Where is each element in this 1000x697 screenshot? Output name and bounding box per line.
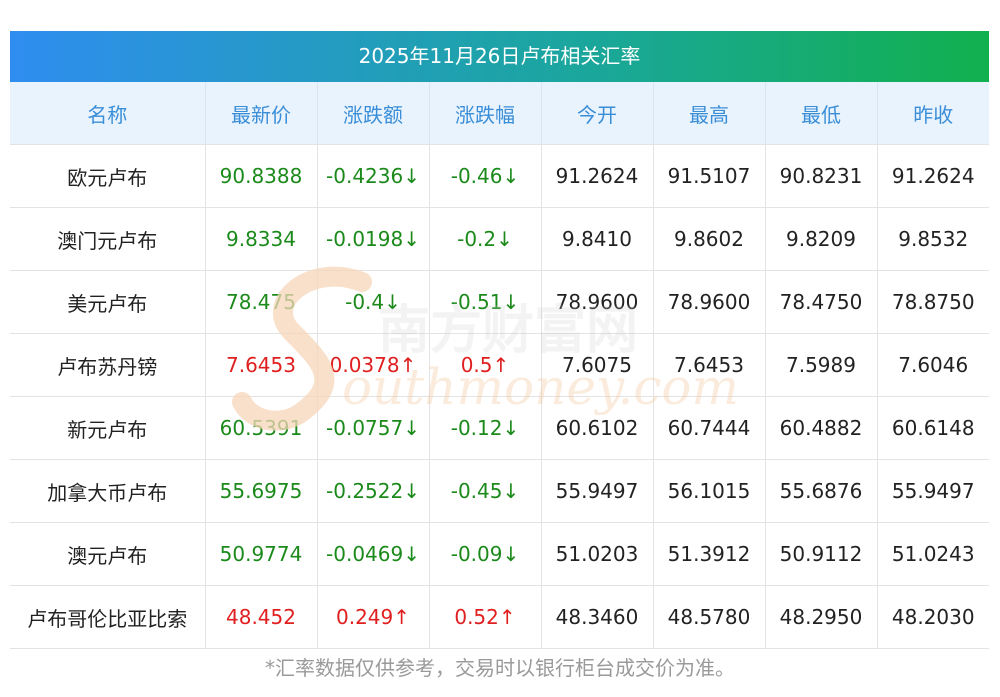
high-price: 48.5780 <box>653 585 766 649</box>
table-row: 美元卢布 78.475 -0.4↓ -0.51↓ 78.9600 78.9600 78.47… <box>10 270 989 334</box>
prev-close: 91.2624 <box>877 144 989 208</box>
change-amount: -0.4236↓ <box>317 144 430 208</box>
change-amount: -0.0757↓ <box>317 396 430 460</box>
table-title: 2025年11月26日卢布相关汇率 <box>10 31 989 82</box>
change-percent: -0.2↓ <box>429 207 542 271</box>
low-price: 9.8209 <box>765 207 878 271</box>
table-row: 卢布苏丹镑 7.6453 0.0378↑ 0.5↑ 7.6075 7.6453 7.5989… <box>10 333 989 397</box>
table-body: 欧元卢布 90.8388 -0.4236↓ -0.46↓ 91.2624 91.5107 9… <box>10 144 989 649</box>
currency-pair-name: 澳元卢布 <box>10 522 206 586</box>
latest-price: 50.9774 <box>205 522 318 586</box>
open-price: 51.0203 <box>541 522 654 586</box>
change-percent: -0.09↓ <box>429 522 542 586</box>
change-percent: -0.46↓ <box>429 144 542 208</box>
high-price: 78.9600 <box>653 270 766 334</box>
change-percent: -0.51↓ <box>429 270 542 334</box>
currency-pair-name: 卢布哥伦比亚比索 <box>10 585 206 649</box>
table-row: 澳门元卢布 9.8334 -0.0198↓ -0.2↓ 9.8410 9.8602 9.82… <box>10 207 989 271</box>
high-price: 7.6453 <box>653 333 766 397</box>
latest-price: 90.8388 <box>205 144 318 208</box>
low-price: 55.6876 <box>765 459 878 523</box>
change-percent: -0.12↓ <box>429 396 542 460</box>
high-price: 56.1015 <box>653 459 766 523</box>
header-row: 名称 最新价 涨跌额 涨跌幅 今开 最高 最低 昨收 <box>10 82 989 145</box>
prev-close: 48.2030 <box>877 585 989 649</box>
header-latest: 最新价 <box>205 82 318 145</box>
latest-price: 60.5391 <box>205 396 318 460</box>
change-amount: -0.4↓ <box>317 270 430 334</box>
currency-pair-name: 美元卢布 <box>10 270 206 334</box>
open-price: 9.8410 <box>541 207 654 271</box>
latest-price: 7.6453 <box>205 333 318 397</box>
table-row: 澳元卢布 50.9774 -0.0469↓ -0.09↓ 51.0203 51.3912 5… <box>10 522 989 586</box>
change-amount: -0.0198↓ <box>317 207 430 271</box>
header-low: 最低 <box>765 82 878 145</box>
change-percent: -0.45↓ <box>429 459 542 523</box>
high-price: 91.5107 <box>653 144 766 208</box>
currency-pair-name: 卢布苏丹镑 <box>10 333 206 397</box>
table-row: 加拿大币卢布 55.6975 -0.2522↓ -0.45↓ 55.9497 56.101… <box>10 459 989 523</box>
currency-pair-name: 加拿大币卢布 <box>10 459 206 523</box>
change-amount: 0.249↑ <box>317 585 430 649</box>
change-amount: 0.0378↑ <box>317 333 430 397</box>
high-price: 9.8602 <box>653 207 766 271</box>
prev-close: 60.6148 <box>877 396 989 460</box>
table-row: 欧元卢布 90.8388 -0.4236↓ -0.46↓ 91.2624 91.5107 9… <box>10 144 989 208</box>
latest-price: 55.6975 <box>205 459 318 523</box>
low-price: 48.2950 <box>765 585 878 649</box>
header-open: 今开 <box>541 82 654 145</box>
latest-price: 9.8334 <box>205 207 318 271</box>
open-price: 7.6075 <box>541 333 654 397</box>
header-high: 最高 <box>653 82 766 145</box>
header-name: 名称 <box>10 82 206 145</box>
change-percent: 0.52↑ <box>429 585 542 649</box>
change-amount: -0.0469↓ <box>317 522 430 586</box>
latest-price: 48.452 <box>205 585 318 649</box>
prev-close: 55.9497 <box>877 459 989 523</box>
prev-close: 78.8750 <box>877 270 989 334</box>
low-price: 50.9112 <box>765 522 878 586</box>
rate-table: 名称 最新价 涨跌额 涨跌幅 今开 最高 最低 昨收 欧元卢布 90.8388 -0… <box>10 82 989 649</box>
open-price: 48.3460 <box>541 585 654 649</box>
low-price: 60.4882 <box>765 396 878 460</box>
currency-pair-name: 欧元卢布 <box>10 144 206 208</box>
change-percent: 0.5↑ <box>429 333 542 397</box>
high-price: 51.3912 <box>653 522 766 586</box>
high-price: 60.7444 <box>653 396 766 460</box>
open-price: 91.2624 <box>541 144 654 208</box>
currency-pair-name: 新元卢布 <box>10 396 206 460</box>
latest-price: 78.475 <box>205 270 318 334</box>
header-prev-close: 昨收 <box>877 82 989 145</box>
disclaimer-note: *汇率数据仅供参考，交易时以银行柜台成交价为准。 <box>265 656 735 680</box>
open-price: 60.6102 <box>541 396 654 460</box>
table-row: 新元卢布 60.5391 -0.0757↓ -0.12↓ 60.6102 60.7444 6… <box>10 396 989 460</box>
currency-pair-name: 澳门元卢布 <box>10 207 206 271</box>
open-price: 78.9600 <box>541 270 654 334</box>
open-price: 55.9497 <box>541 459 654 523</box>
low-price: 7.5989 <box>765 333 878 397</box>
prev-close: 7.6046 <box>877 333 989 397</box>
header-change: 涨跌额 <box>317 82 430 145</box>
prev-close: 51.0243 <box>877 522 989 586</box>
prev-close: 9.8532 <box>877 207 989 271</box>
table-row: 卢布哥伦比亚比索 48.452 0.249↑ 0.52↑ 48.3460 48.5780 4… <box>10 585 989 649</box>
low-price: 90.8231 <box>765 144 878 208</box>
header-change-pct: 涨跌幅 <box>429 82 542 145</box>
rate-table-panel: 2025年11月26日卢布相关汇率 名称 最新价 涨跌额 涨跌幅 今开 最高 最… <box>10 31 989 649</box>
low-price: 78.4750 <box>765 270 878 334</box>
change-amount: -0.2522↓ <box>317 459 430 523</box>
